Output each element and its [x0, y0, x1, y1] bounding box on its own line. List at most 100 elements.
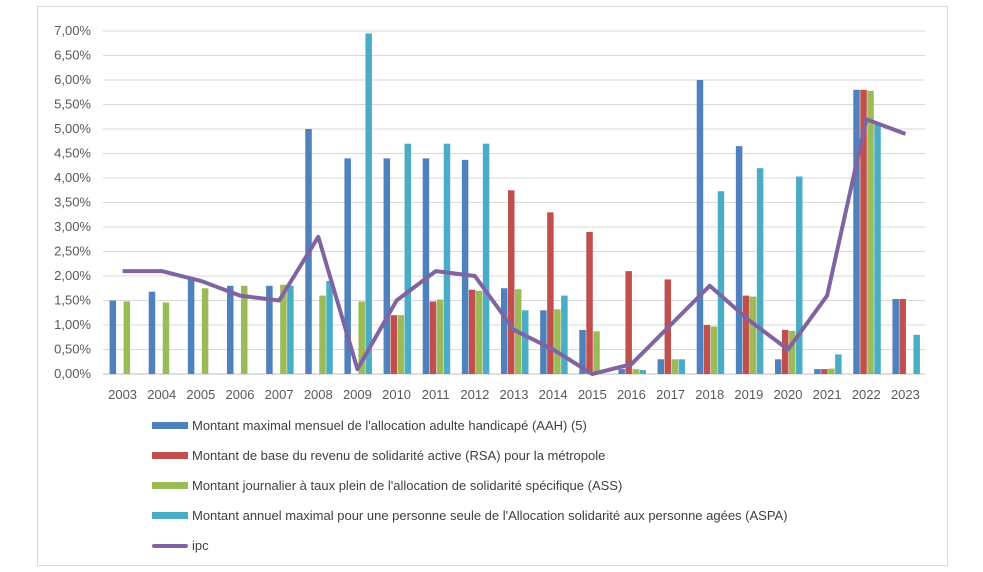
legend-swatch	[152, 543, 188, 548]
bar	[436, 299, 444, 374]
bar	[696, 80, 704, 374]
bar	[742, 295, 750, 374]
y-tick-label: 5,00%	[54, 121, 91, 136]
bar	[287, 285, 294, 374]
x-tick-label: 2018	[695, 387, 724, 402]
x-tick-label: 2011	[422, 387, 450, 402]
legend-item: ipc	[152, 538, 209, 553]
x-tick-label: 2019	[734, 387, 763, 402]
x-tick-label: 2015	[578, 387, 607, 402]
bar	[835, 354, 842, 374]
bar	[443, 143, 451, 374]
bar	[749, 296, 757, 374]
bar	[913, 334, 920, 374]
bar	[782, 329, 789, 374]
x-tick-label: 2017	[656, 387, 685, 402]
x-tick-label: 2003	[108, 387, 137, 402]
bar	[899, 299, 906, 374]
bar	[358, 301, 365, 374]
bar	[657, 359, 665, 374]
x-tick-label: 2013	[500, 387, 529, 402]
legend-label: Montant journalier à taux plein de l'all…	[192, 478, 623, 493]
y-tick-label: 7,00%	[54, 23, 91, 38]
bar	[422, 158, 430, 374]
x-tick-label: 2009	[343, 387, 372, 402]
bar	[892, 299, 899, 374]
bar	[241, 285, 248, 374]
x-tick-label: 2006	[226, 387, 255, 402]
legend-label: Montant de base du revenu de solidarité …	[192, 448, 606, 463]
x-tick-label: 2021	[813, 387, 842, 402]
bar	[468, 289, 476, 374]
bar	[266, 285, 273, 374]
y-tick-label: 1,50%	[54, 293, 91, 308]
legend-swatch	[152, 482, 188, 489]
bar	[508, 190, 515, 374]
bar	[561, 295, 568, 374]
x-tick-label: 2023	[891, 387, 920, 402]
bar	[547, 212, 554, 374]
bar	[365, 33, 372, 374]
bar	[280, 284, 287, 374]
bar	[867, 90, 874, 374]
bar	[821, 369, 828, 374]
bar	[828, 368, 835, 374]
x-tick-label: 2007	[265, 387, 294, 402]
bar	[632, 369, 639, 374]
bar	[710, 326, 718, 374]
legend-label: Montant annuel maximal pour une personne…	[192, 508, 788, 523]
legend-swatch	[152, 422, 188, 429]
y-tick-label: 0,50%	[54, 342, 91, 357]
bar	[775, 359, 782, 374]
bar	[540, 310, 547, 374]
ipc-line	[122, 117, 907, 376]
y-tick-label: 2,50%	[54, 244, 91, 259]
bar	[522, 310, 529, 374]
x-tick-label: 2004	[147, 387, 176, 402]
bar	[201, 288, 209, 374]
bar	[860, 89, 867, 375]
bar	[404, 143, 412, 374]
bar	[227, 285, 234, 374]
bar	[874, 124, 881, 374]
y-tick-label: 4,00%	[54, 170, 91, 185]
bar	[735, 146, 743, 374]
y-tick-label: 4,50%	[54, 146, 91, 161]
x-tick-label: 2014	[539, 387, 568, 402]
bar	[390, 315, 398, 374]
bar	[796, 176, 803, 374]
legend-item: Montant journalier à taux plein de l'all…	[152, 478, 622, 493]
legend-swatch	[152, 512, 188, 519]
legend-item: Montant annuel maximal pour une personne…	[152, 508, 788, 523]
bar	[109, 300, 117, 374]
bar	[162, 302, 170, 374]
x-tick-label: 2010	[382, 387, 411, 402]
bar	[148, 291, 156, 374]
y-tick-label: 1,00%	[54, 317, 91, 332]
y-tick-label: 6,00%	[54, 72, 91, 87]
bar	[344, 158, 351, 374]
bar	[853, 89, 860, 375]
legend-item: Montant de base du revenu de solidarité …	[152, 448, 605, 463]
bar	[789, 330, 796, 374]
x-tick-label: 2012	[460, 387, 489, 402]
x-tick-label: 2005	[186, 387, 215, 402]
bar	[397, 315, 405, 374]
bar	[461, 159, 469, 374]
bar	[625, 271, 632, 374]
bar	[814, 369, 821, 374]
bar	[593, 331, 600, 374]
y-tick-label: 3,50%	[54, 195, 91, 210]
bar	[482, 143, 490, 374]
bar	[678, 359, 686, 374]
bar	[579, 329, 586, 374]
bar	[756, 168, 764, 374]
y-tick-label: 5,50%	[54, 97, 91, 112]
bar	[618, 369, 625, 374]
bar	[475, 290, 483, 374]
x-tick-label: 2022	[852, 387, 881, 402]
bar	[586, 231, 593, 374]
y-tick-label: 3,00%	[54, 219, 91, 234]
legend-swatch	[152, 452, 188, 459]
